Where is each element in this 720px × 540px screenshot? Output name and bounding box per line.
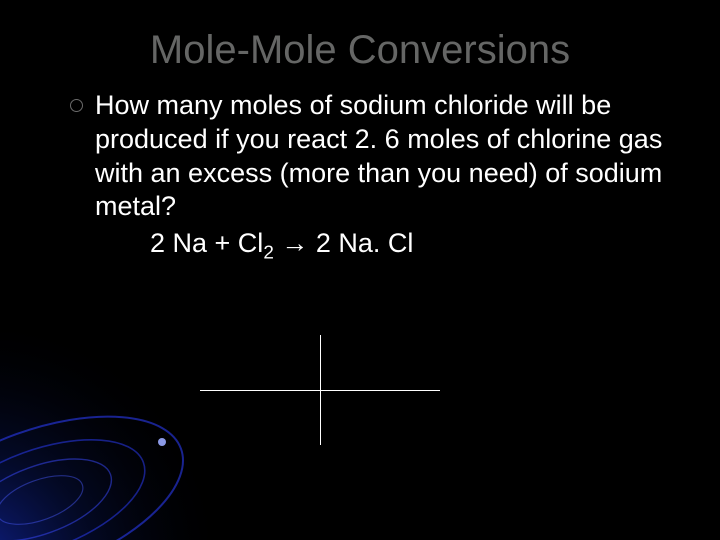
slide-content: Mole-Mole Conversions How many moles of … <box>0 0 720 264</box>
body-text: How many moles of sodium chloride will b… <box>95 89 680 224</box>
equation-text: 2 Na + Cl2 → 2 Na. Cl <box>150 228 680 264</box>
bullet-item: How many moles of sodium chloride will b… <box>70 89 680 264</box>
slide-title: Mole-Mole Conversions <box>40 28 680 73</box>
equation-suffix: 2 Na. Cl <box>316 228 414 258</box>
bullet-icon <box>70 99 83 112</box>
grid-vertical-line <box>320 335 321 445</box>
equation-arrow: → <box>274 228 316 258</box>
equation-subscript: 2 <box>263 242 274 263</box>
equation-prefix: 2 Na + Cl <box>150 228 263 258</box>
conversion-grid <box>200 335 440 445</box>
